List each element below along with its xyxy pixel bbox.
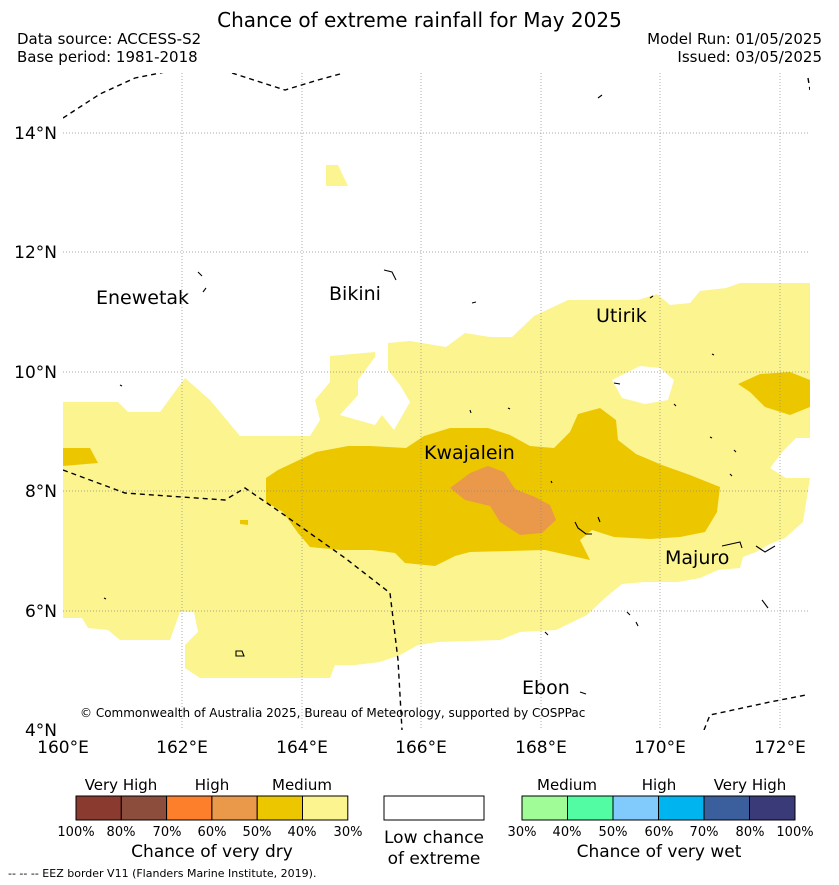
lon-tick: 170°E <box>634 738 686 758</box>
lat-tick: 12°N <box>14 243 57 263</box>
wet-legend-title: Chance of very wet <box>577 842 742 862</box>
wet-legend-category: High <box>642 776 676 794</box>
lon-tick: 168°E <box>515 738 567 758</box>
dry-legend-swatch <box>256 795 304 821</box>
label-enewetak: Enewetak <box>96 287 189 309</box>
dry-legend-swatch <box>166 795 213 821</box>
eez-border-note: -- -- -- EEZ border V11 (Flanders Marine… <box>8 867 316 880</box>
low-chance-line2: of extreme <box>388 849 481 869</box>
data-source-text: Data source: ACCESS-S2 <box>17 30 202 48</box>
lon-tick: 164°E <box>276 738 328 758</box>
wet-legend-swatch <box>658 795 705 821</box>
label-kwajalein: Kwajalein <box>424 442 515 464</box>
dry-medium-light-region <box>63 165 810 678</box>
wet-legend-tick: 80% <box>736 825 765 840</box>
wet-legend-tick: 100% <box>776 825 813 840</box>
eez-borders <box>63 73 810 730</box>
dry-legend-tick: 50% <box>243 825 272 840</box>
low-chance-legend: Low chance of extreme <box>383 795 485 869</box>
copyright-notice: © Commonwealth of Australia 2025, Bureau… <box>80 706 585 720</box>
lat-tick: 4°N <box>25 721 57 741</box>
wet-legend-swatch <box>521 795 568 821</box>
lon-tick: 166°E <box>395 738 447 758</box>
label-bikini: Bikini <box>329 283 381 305</box>
low-chance-holes <box>612 366 674 404</box>
dry-legend-title: Chance of very dry <box>131 842 293 862</box>
lat-tick: 14°N <box>14 124 57 144</box>
map-title: Chance of extreme rainfall for May 2025 <box>217 8 622 32</box>
dry-legend: Very High High Medium 100% 80% 70% 60% 5… <box>57 776 362 862</box>
wet-legend: Medium High Very High 30% 40% 50% 60% 70… <box>508 776 814 862</box>
lon-tick: 172°E <box>754 738 806 758</box>
wet-legend-category: Very High <box>714 776 787 794</box>
label-ebon: Ebon <box>522 677 570 699</box>
lat-tick: 6°N <box>25 602 57 622</box>
dry-legend-category: Very High <box>85 776 158 794</box>
dry-legend-swatch <box>302 795 349 821</box>
wet-legend-category: Medium <box>537 776 597 794</box>
base-period-text: Base period: 1981-2018 <box>17 48 198 66</box>
wet-legend-tick: 70% <box>690 825 719 840</box>
dry-legend-tick: 60% <box>198 825 227 840</box>
wet-legend-tick: 30% <box>508 825 537 840</box>
issued-text: Issued: 03/05/2025 <box>677 48 822 66</box>
label-utirik: Utirik <box>596 305 647 327</box>
wet-legend-swatch <box>749 795 796 821</box>
low-chance-line1: Low chance <box>384 828 484 848</box>
wet-legend-swatch <box>703 795 750 821</box>
dry-legend-tick: 100% <box>57 825 94 840</box>
lat-tick: 10°N <box>14 363 57 383</box>
wet-legend-swatch <box>567 795 614 821</box>
lon-tick: 160°E <box>37 738 89 758</box>
dry-legend-swatch <box>211 795 258 821</box>
dry-legend-category: Medium <box>272 776 332 794</box>
lat-tick: 8°N <box>25 482 57 502</box>
dry-legend-tick: 70% <box>153 825 182 840</box>
lon-tick: 162°E <box>156 738 208 758</box>
model-run-text: Model Run: 01/05/2025 <box>647 30 822 48</box>
dry-legend-tick: 80% <box>107 825 136 840</box>
wet-legend-tick: 60% <box>645 825 674 840</box>
dry-legend-tick: 30% <box>334 825 363 840</box>
label-majuro: Majuro <box>665 547 729 569</box>
dry-legend-swatch <box>75 795 122 821</box>
dry-legend-tick: 40% <box>288 825 317 840</box>
wet-legend-tick: 40% <box>553 825 582 840</box>
dry-legend-category: High <box>195 776 229 794</box>
wet-legend-swatch <box>612 795 659 821</box>
dry-high-region <box>450 466 556 535</box>
wet-legend-tick: 50% <box>599 825 628 840</box>
atoll-outlines <box>103 94 776 695</box>
map-area <box>63 73 810 730</box>
dry-legend-swatch <box>120 795 168 821</box>
low-chance-swatch <box>383 795 485 821</box>
